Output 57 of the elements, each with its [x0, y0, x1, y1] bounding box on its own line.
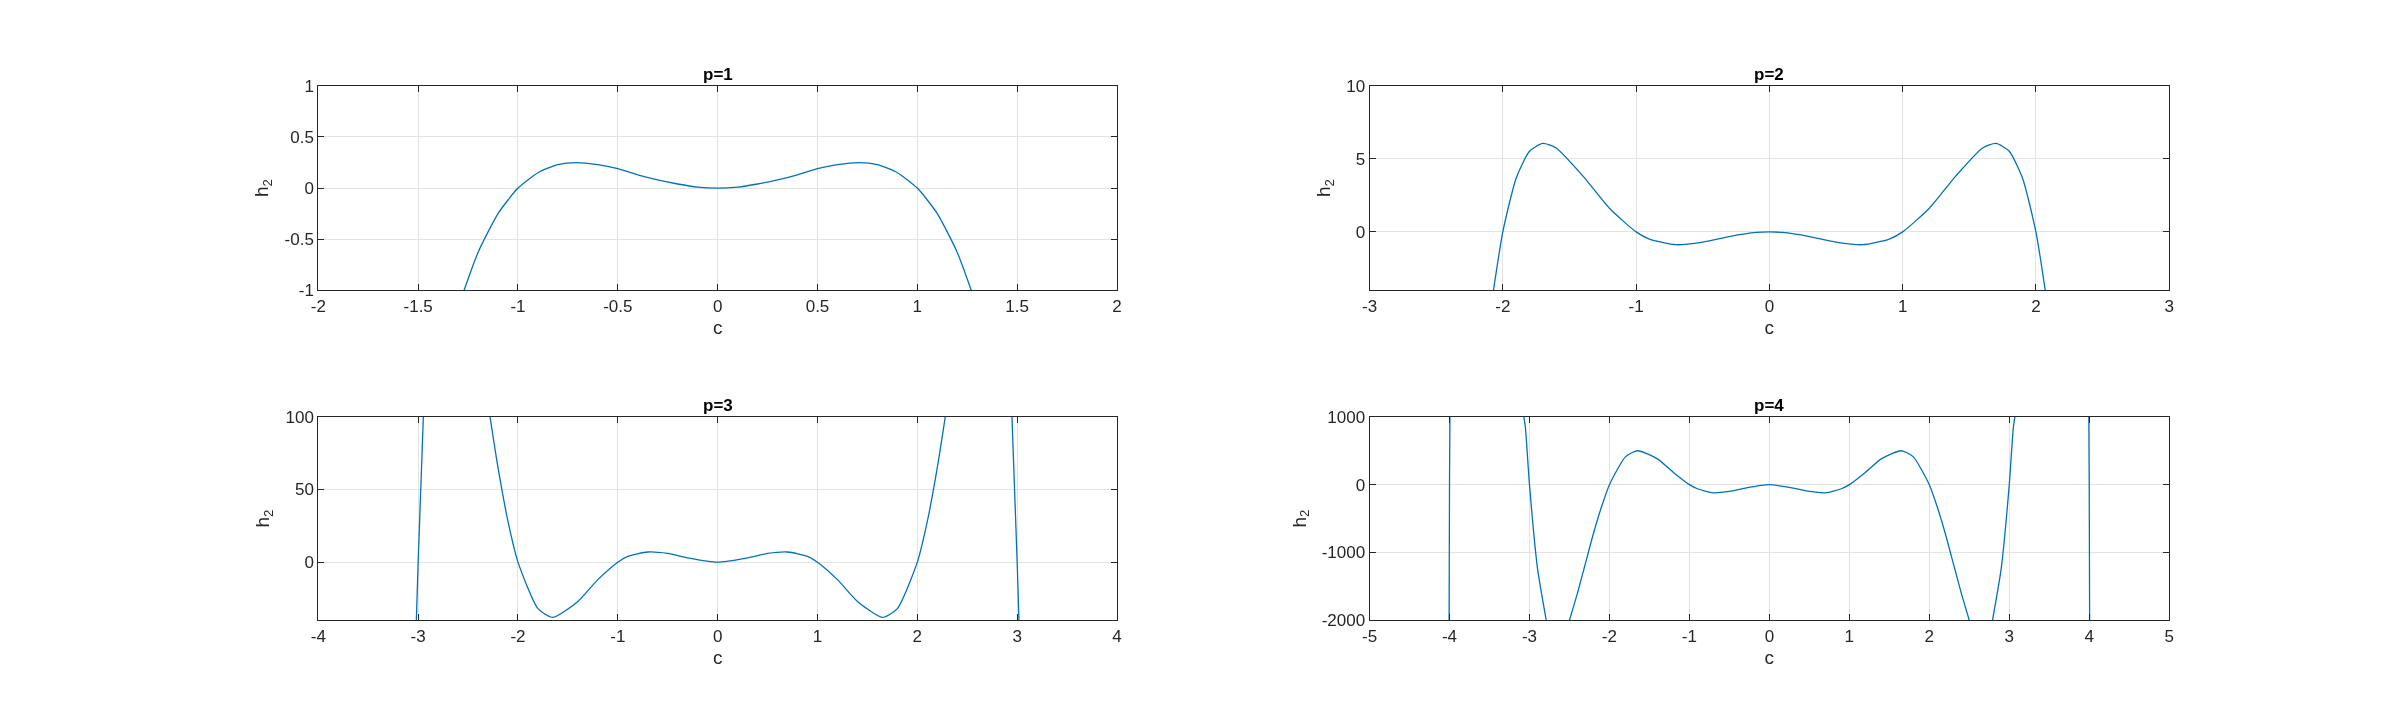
x-tick-label: 0: [1764, 626, 1775, 646]
x-tick-label: -1: [1681, 626, 1697, 646]
x-tick-label: -4: [310, 626, 326, 646]
chart-title: p=4: [1754, 396, 1785, 415]
x-tick-label: 1: [1897, 296, 1908, 316]
y-tick-label: 0: [1355, 222, 1366, 242]
x-tick-label: 1: [812, 626, 823, 646]
x-axis-title: c: [712, 647, 723, 669]
x-tick-label: -2: [1601, 626, 1617, 646]
y-tick-label: 100: [285, 407, 314, 427]
x-tick-label: -1: [1628, 296, 1644, 316]
line-series: [463, 161, 972, 291]
x-tick-label: -3: [410, 626, 426, 646]
y-tick-label: 5: [1355, 149, 1366, 169]
x-tick-label: -1: [510, 296, 526, 316]
x-tick-label: 0.5: [805, 296, 830, 316]
x-tick-label: 0: [712, 626, 723, 646]
chart-title: p=2: [1754, 65, 1784, 84]
x-tick-label: -1: [610, 626, 626, 646]
x-tick-label: 2: [2031, 296, 2041, 316]
y-tick-label: 10: [1346, 76, 1366, 96]
x-tick-label: 4: [1112, 626, 1122, 646]
y-tick-label: 1: [304, 76, 314, 96]
chart-title: p=1: [703, 65, 733, 84]
x-tick-label: 4: [2084, 626, 2094, 646]
y-tick-label: 0: [304, 553, 314, 573]
x-tick-label: 3: [2164, 296, 2174, 316]
x-tick-label: 2: [912, 626, 923, 646]
x-tick-label: -4: [1441, 626, 1458, 646]
x-axis-title: c: [1764, 647, 1775, 669]
x-tick-label: -2: [1495, 296, 1511, 316]
y-tick-label: -1000: [1321, 543, 1366, 563]
x-tick-label: 5: [2164, 626, 2174, 646]
x-tick-label: -0.5: [603, 296, 633, 316]
x-tick-label: 1.5: [1005, 296, 1029, 316]
x-tick-label: -3: [1521, 626, 1538, 646]
x-tick-label: 0: [1764, 296, 1775, 316]
y-tick-label: 0.5: [290, 127, 314, 147]
x-tick-label: -2: [510, 626, 526, 646]
chart-title: p=3: [703, 396, 733, 415]
x-tick-label: -1.5: [403, 296, 433, 316]
x-tick-label: 0: [712, 296, 723, 316]
x-tick-label: -3: [1361, 296, 1378, 316]
x-tick-label: 2: [1924, 626, 1935, 646]
y-tick-label: 0: [1355, 475, 1366, 495]
x-tick-label: 2: [1112, 296, 1122, 316]
x-tick-label: 1: [912, 296, 923, 316]
y-tick-label: 50: [294, 480, 314, 500]
y-tick-label: -0.5: [284, 230, 314, 250]
line-series: [1492, 142, 2046, 291]
x-tick-label: 3: [2004, 626, 2014, 646]
x-axis-title: c: [1764, 317, 1775, 339]
x-axis-title: c: [712, 317, 723, 339]
x-tick-label: 1: [1844, 626, 1855, 646]
x-tick-label: 3: [1012, 626, 1022, 646]
y-tick-label: 0: [304, 179, 314, 199]
y-tick-label: 1000: [1327, 407, 1366, 427]
